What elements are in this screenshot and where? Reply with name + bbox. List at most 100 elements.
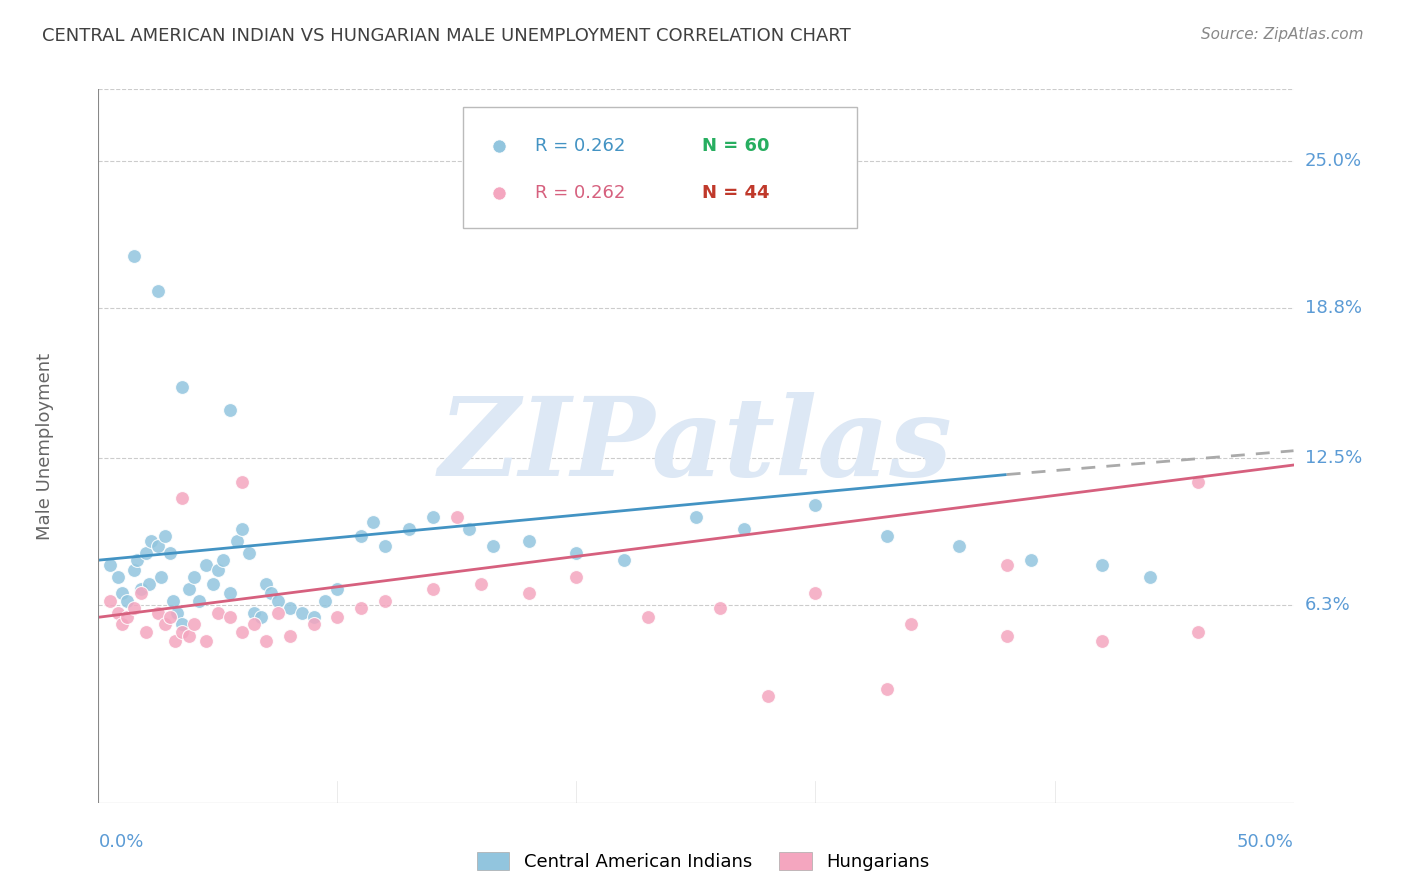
Point <box>159 610 181 624</box>
Point <box>172 624 194 639</box>
Text: Source: ZipAtlas.com: Source: ZipAtlas.com <box>1201 27 1364 42</box>
Text: CENTRAL AMERICAN INDIAN VS HUNGARIAN MALE UNEMPLOYMENT CORRELATION CHART: CENTRAL AMERICAN INDIAN VS HUNGARIAN MAL… <box>42 27 851 45</box>
Point <box>267 593 290 607</box>
Point <box>302 617 325 632</box>
Point <box>187 593 209 607</box>
Point <box>131 586 153 600</box>
Text: 50.0%: 50.0% <box>1237 833 1294 851</box>
Text: N = 60: N = 60 <box>702 137 769 155</box>
Point <box>231 522 253 536</box>
Point <box>326 610 349 624</box>
Point <box>637 610 659 624</box>
Text: 25.0%: 25.0% <box>1305 152 1362 169</box>
Point <box>139 534 162 549</box>
Point <box>179 629 201 643</box>
Point <box>194 634 217 648</box>
Point <box>166 606 188 620</box>
Text: ZIPatlas: ZIPatlas <box>439 392 953 500</box>
Point <box>259 586 281 600</box>
Point <box>422 510 444 524</box>
Text: Male Unemployment: Male Unemployment <box>35 352 53 540</box>
Point <box>111 617 134 632</box>
Point <box>149 570 172 584</box>
Text: R = 0.262: R = 0.262 <box>534 137 626 155</box>
Text: 0.0%: 0.0% <box>98 833 143 851</box>
Point <box>243 606 266 620</box>
Point <box>163 634 186 648</box>
Point <box>238 546 260 560</box>
Point <box>159 546 181 560</box>
Text: 18.8%: 18.8% <box>1305 299 1361 317</box>
Point <box>183 617 205 632</box>
Point <box>1139 570 1161 584</box>
Point <box>804 586 827 600</box>
Point <box>111 586 134 600</box>
Point <box>350 529 373 543</box>
Point <box>326 582 349 596</box>
Point <box>517 534 540 549</box>
Point <box>219 610 242 624</box>
FancyBboxPatch shape <box>463 107 858 228</box>
Point <box>98 558 122 572</box>
Text: 6.3%: 6.3% <box>1305 597 1350 615</box>
Point <box>148 539 170 553</box>
Point <box>254 577 277 591</box>
Point <box>995 558 1018 572</box>
Point <box>243 617 266 632</box>
Point <box>458 522 481 536</box>
Text: 12.5%: 12.5% <box>1305 449 1362 467</box>
Point <box>398 522 420 536</box>
Point <box>155 529 177 543</box>
Point <box>207 563 229 577</box>
Point <box>290 606 312 620</box>
Point <box>148 606 170 620</box>
Point <box>107 570 129 584</box>
Point <box>876 529 898 543</box>
Point <box>124 600 146 615</box>
Point <box>565 570 588 584</box>
Point <box>267 606 290 620</box>
Point <box>202 577 225 591</box>
Point <box>1091 558 1114 572</box>
Point <box>422 582 444 596</box>
Point <box>302 610 325 624</box>
Point <box>900 617 922 632</box>
Point <box>98 593 122 607</box>
Text: R = 0.262: R = 0.262 <box>534 184 626 202</box>
Point <box>278 600 301 615</box>
Point <box>172 379 194 393</box>
Point <box>565 546 588 560</box>
Point <box>876 681 898 696</box>
Text: N = 44: N = 44 <box>702 184 769 202</box>
Point <box>1091 634 1114 648</box>
Point <box>155 617 177 632</box>
Point <box>194 558 217 572</box>
Point <box>231 475 253 489</box>
Point <box>446 510 468 524</box>
Point <box>172 617 194 632</box>
Point <box>211 553 233 567</box>
Point <box>517 586 540 600</box>
Point <box>219 586 242 600</box>
Point <box>1187 624 1209 639</box>
Point <box>219 403 242 417</box>
Point <box>363 515 385 529</box>
Point <box>685 510 707 524</box>
Point <box>481 539 505 553</box>
Point <box>135 546 157 560</box>
Point <box>172 491 194 506</box>
Point <box>231 624 253 639</box>
Point <box>115 593 138 607</box>
Legend: Central American Indians, Hungarians: Central American Indians, Hungarians <box>470 845 936 879</box>
Point <box>315 593 337 607</box>
Point <box>254 634 277 648</box>
Point <box>733 522 755 536</box>
Point <box>179 582 201 596</box>
Point <box>138 577 160 591</box>
Point <box>107 606 129 620</box>
Point <box>709 600 731 615</box>
Point <box>350 600 373 615</box>
Point <box>183 570 205 584</box>
Point <box>1019 553 1042 567</box>
Point <box>613 553 636 567</box>
